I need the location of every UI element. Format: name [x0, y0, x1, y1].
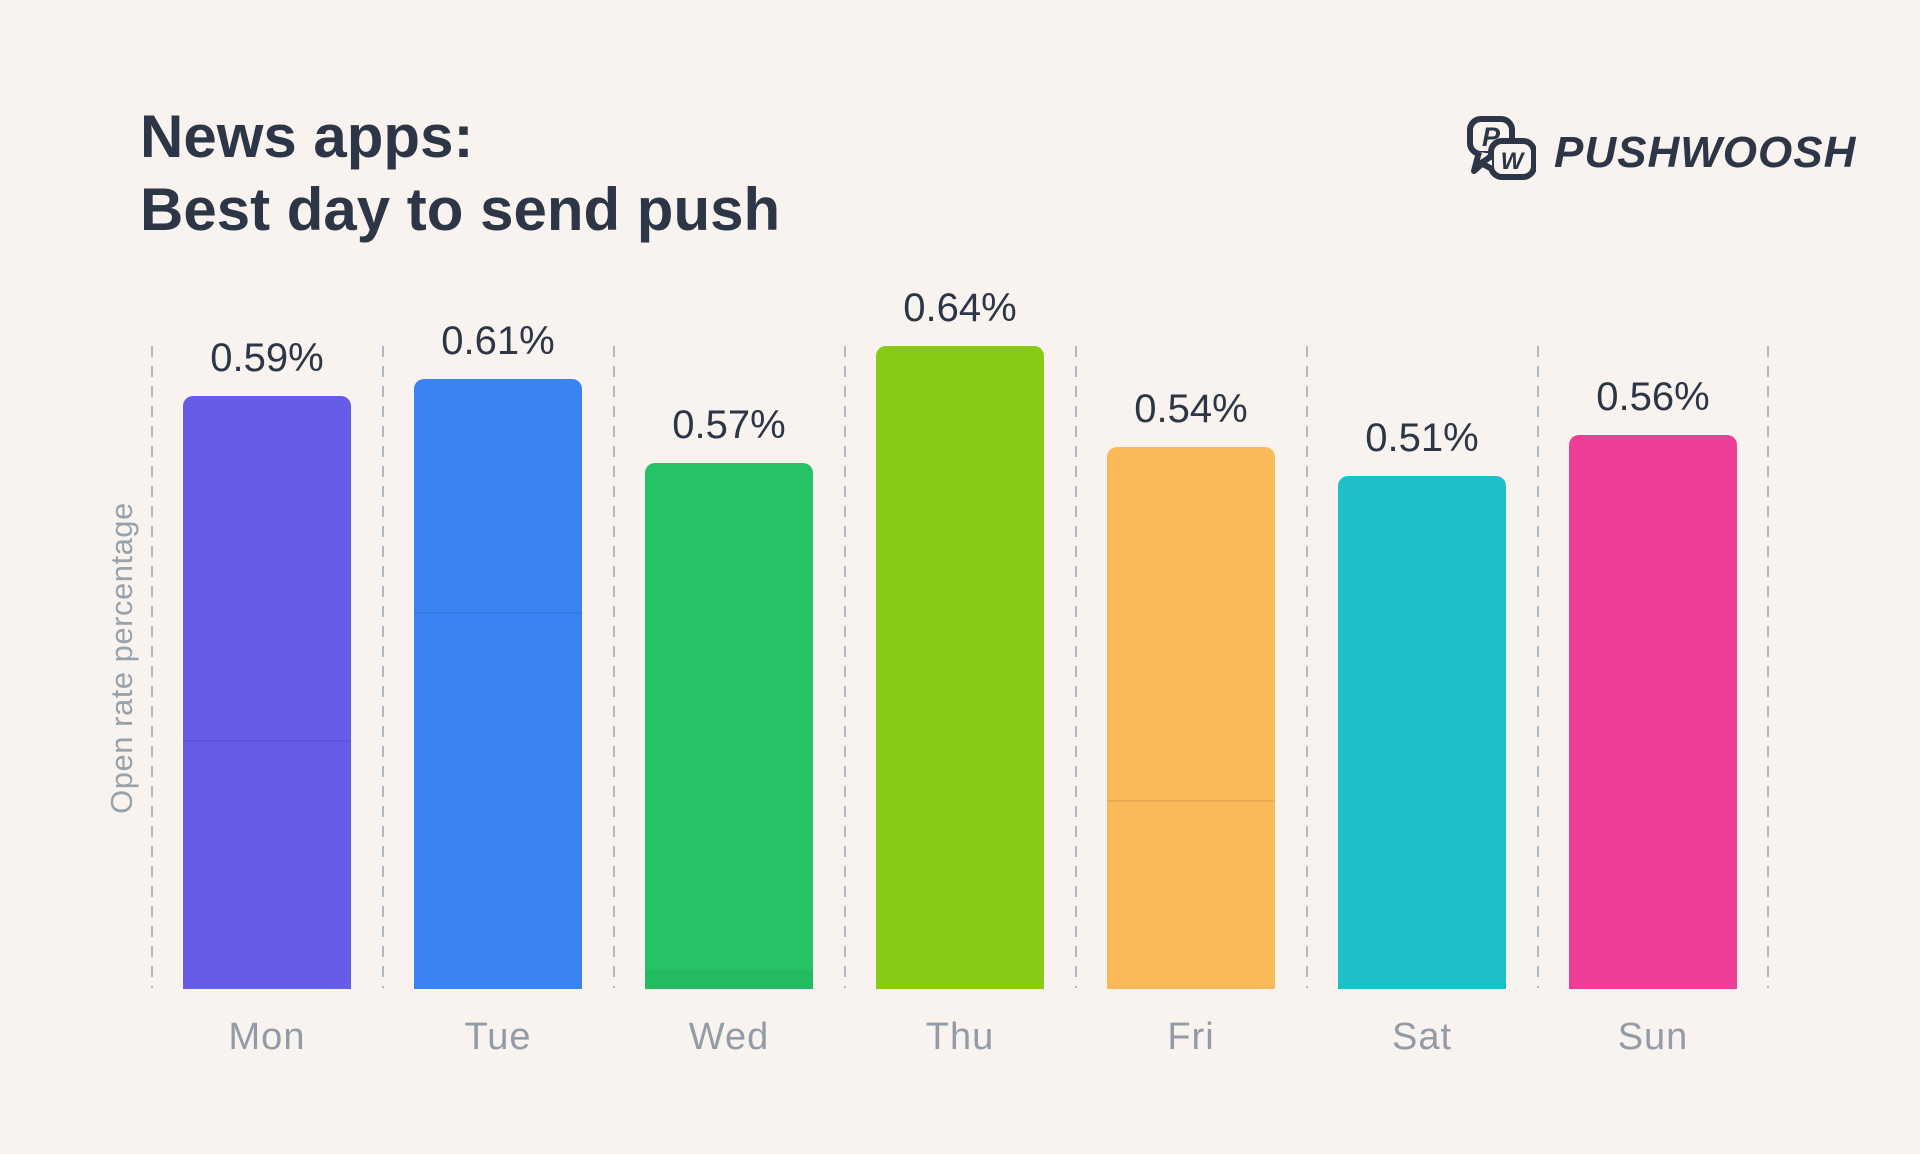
gridline-0	[151, 346, 153, 988]
x-tick-label-mon: Mon	[228, 1016, 306, 1058]
page-title-line1: News apps:	[140, 103, 474, 170]
bar-segment-line	[645, 970, 813, 989]
bar-segment-line	[414, 612, 582, 614]
bar-segment-line	[1107, 800, 1275, 802]
gridline-2	[613, 346, 615, 988]
page-title-line2: Best day to send push	[140, 176, 781, 243]
page-title: News apps: Best day to send push	[140, 100, 780, 246]
gridline-1	[382, 346, 384, 988]
gridline-4	[1075, 346, 1077, 988]
bar-tue	[414, 379, 582, 989]
value-label-thu: 0.64%	[903, 286, 1017, 330]
value-label-fri: 0.54%	[1134, 387, 1248, 431]
x-tick-label-wed: Wed	[688, 1016, 770, 1058]
value-label-tue: 0.61%	[441, 319, 555, 363]
x-tick-label-thu: Thu	[925, 1016, 995, 1058]
gridline-5	[1306, 346, 1308, 988]
x-tick-label-sat: Sat	[1391, 1016, 1453, 1058]
gridline-6	[1537, 346, 1539, 988]
bar-fri	[1107, 447, 1275, 989]
pushwoosh-bubbles-icon: P W	[1466, 115, 1537, 186]
gridline-3	[844, 346, 846, 988]
value-label-sat: 0.51%	[1365, 416, 1479, 460]
bar-sat	[1338, 476, 1506, 989]
bar-thu	[876, 346, 1044, 989]
svg-text:W: W	[1501, 148, 1526, 175]
x-tick-label-tue: Tue	[464, 1016, 532, 1058]
value-label-wed: 0.57%	[672, 403, 786, 447]
bar-segment-line	[183, 740, 351, 742]
gridline-7	[1767, 346, 1769, 988]
value-label-mon: 0.59%	[210, 336, 324, 380]
pushwoosh-wordmark: PUSHWOOSH	[1554, 128, 1857, 177]
x-tick-label-fri: Fri	[1167, 1016, 1215, 1058]
value-label-sun: 0.56%	[1596, 375, 1710, 419]
bar-mon	[183, 396, 351, 989]
x-tick-label-sun: Sun	[1617, 1016, 1689, 1058]
y-axis-label: Open rate percentage	[104, 502, 139, 814]
bar-wed	[645, 463, 813, 989]
bar-sun	[1569, 435, 1737, 989]
pushwoosh-logo: P W PUSHWOOSH	[1466, 115, 1857, 186]
